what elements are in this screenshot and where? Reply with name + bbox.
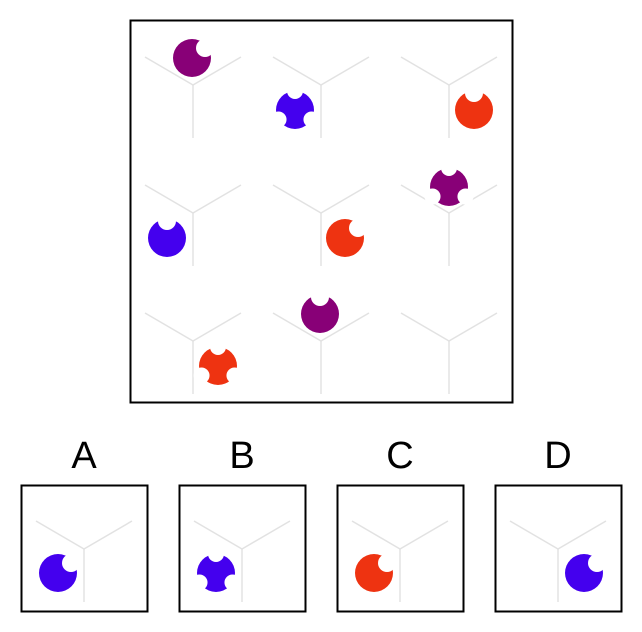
spoke	[144, 184, 194, 214]
answer-options: A B C D	[20, 435, 623, 613]
notch	[196, 39, 214, 57]
notch	[210, 339, 226, 355]
option-label: D	[544, 435, 571, 477]
option[interactable]: D	[494, 435, 623, 613]
shape	[301, 288, 339, 333]
notch	[378, 554, 396, 572]
shape	[326, 219, 367, 257]
spoke	[144, 312, 194, 342]
shape	[173, 39, 214, 77]
spoke	[192, 312, 242, 342]
spoke	[448, 56, 498, 86]
spoke	[320, 184, 370, 214]
spoke	[193, 520, 243, 550]
notch	[349, 219, 367, 237]
notch	[226, 367, 243, 384]
option-label: C	[386, 435, 413, 477]
disc	[148, 219, 186, 257]
disc	[455, 91, 493, 129]
spoke	[192, 56, 242, 86]
shape	[455, 84, 493, 129]
option-label: A	[71, 435, 97, 477]
notch	[224, 574, 241, 591]
spoke	[144, 56, 194, 86]
spoke	[272, 56, 322, 86]
notch	[311, 288, 329, 306]
spoke	[35, 520, 85, 550]
notch	[191, 574, 208, 591]
option[interactable]: A	[20, 435, 149, 613]
notch	[287, 83, 303, 99]
shape	[39, 554, 80, 592]
spoke	[399, 520, 449, 550]
spoke	[241, 520, 291, 550]
notch	[465, 84, 483, 102]
spoke	[320, 56, 370, 86]
spoke	[509, 520, 559, 550]
spoke	[320, 312, 370, 342]
notch	[270, 111, 287, 128]
shape	[565, 554, 606, 592]
shape	[270, 83, 320, 129]
spoke	[83, 520, 133, 550]
notch	[62, 554, 80, 572]
shape	[424, 160, 474, 206]
spoke	[272, 312, 322, 342]
option[interactable]: C	[336, 435, 465, 613]
notch	[457, 188, 474, 205]
notch	[424, 188, 441, 205]
shape	[193, 339, 243, 385]
disc	[301, 295, 339, 333]
shape	[148, 212, 186, 257]
matrix	[144, 39, 498, 394]
notch	[158, 212, 176, 230]
spoke	[400, 312, 450, 342]
option[interactable]: B	[178, 435, 307, 613]
spoke	[448, 312, 498, 342]
notch	[303, 111, 320, 128]
notch	[193, 367, 210, 384]
notch	[588, 554, 606, 572]
shape	[191, 546, 241, 592]
spoke	[400, 56, 450, 86]
spoke	[557, 520, 607, 550]
spoke	[192, 184, 242, 214]
shape	[355, 554, 396, 592]
option-label: B	[229, 435, 254, 477]
spoke	[272, 184, 322, 214]
notch	[441, 160, 457, 176]
notch	[208, 546, 224, 562]
spoke	[351, 520, 401, 550]
